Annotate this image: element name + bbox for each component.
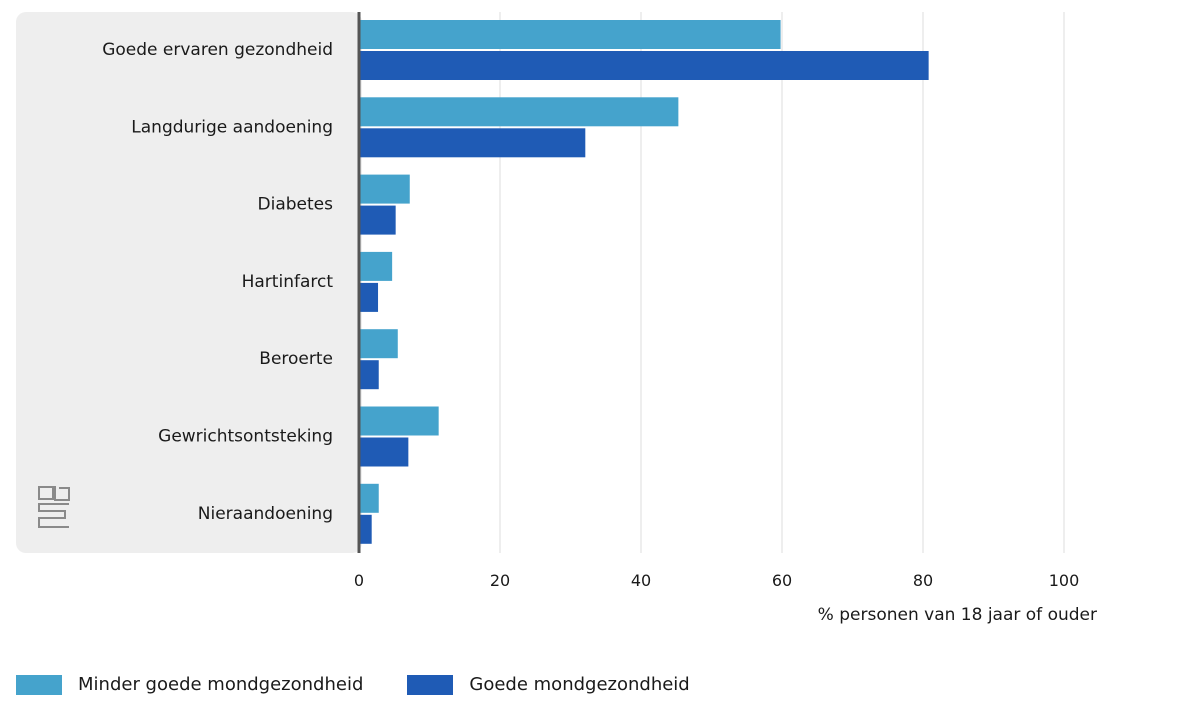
legend-swatch — [407, 674, 454, 695]
bar — [360, 51, 929, 80]
tick-label: 60 — [772, 571, 792, 590]
bar — [360, 483, 379, 513]
tick-label: 80 — [913, 571, 933, 590]
bar — [360, 282, 379, 312]
bar — [360, 97, 679, 127]
category-label: Beroerte — [259, 349, 333, 369]
category-labels: Goede ervaren gezondheid Langdurige aando… — [102, 40, 333, 524]
category-label: Goede ervaren gezondheid — [102, 40, 333, 60]
tick-label: 40 — [631, 571, 651, 590]
bar — [360, 174, 410, 204]
bar — [360, 205, 396, 235]
legend-item-minder-goede: Minder goede mondgezondheid — [16, 674, 363, 695]
legend-label: Minder goede mondgezondheid — [78, 674, 364, 695]
bar — [360, 329, 398, 359]
x-axis-title: % personen van 18 jaar of ouder — [818, 605, 1097, 625]
bar — [360, 251, 393, 281]
tick-label: 20 — [490, 571, 510, 590]
legend: Minder goede mondgezondheid Goede mondge… — [16, 674, 734, 695]
tick-label: 0 — [354, 571, 364, 590]
category-label: Langdurige aandoening — [131, 117, 333, 137]
grid-lines — [499, 12, 1065, 553]
bar — [360, 20, 781, 49]
bars — [360, 20, 929, 544]
legend-item-goede: Goede mondgezondheid — [407, 674, 690, 695]
bar — [360, 514, 372, 544]
bar — [360, 406, 439, 436]
category-label: Hartinfarct — [242, 272, 334, 292]
bar — [360, 360, 379, 390]
tick-labels: 0 20 40 60 80 100 — [354, 571, 1079, 590]
legend-label: Goede mondgezondheid — [469, 674, 690, 695]
category-label: Nieraandoening — [198, 504, 333, 524]
category-panel — [16, 12, 362, 553]
tick-label: 100 — [1049, 571, 1080, 590]
legend-swatch — [16, 674, 62, 695]
bar — [360, 128, 586, 158]
cbs-logo-icon — [38, 486, 70, 528]
bar — [360, 437, 409, 467]
category-label: Gewrichtsontsteking — [158, 427, 333, 447]
category-label: Diabetes — [258, 195, 334, 215]
